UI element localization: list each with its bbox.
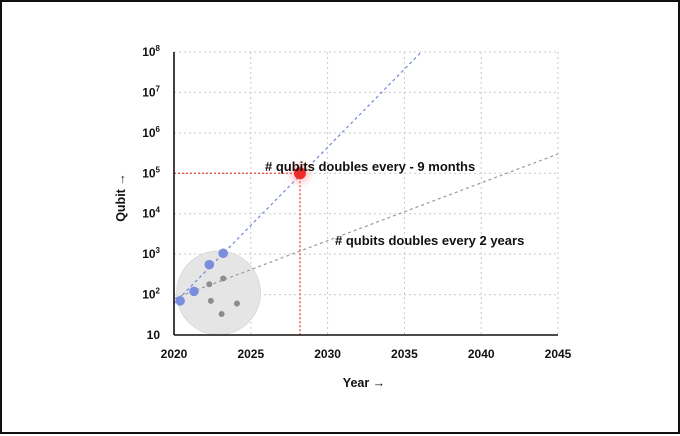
gray-data-point	[218, 311, 225, 318]
early-systems-cluster-region	[176, 250, 261, 336]
annotation-9-months: # qubits doubles every - 9 months	[265, 159, 475, 174]
x-tick-label: 2025	[237, 347, 264, 361]
gray-data-point	[206, 281, 213, 288]
y-tick-label: 10	[147, 328, 161, 342]
y-tick-label: 103	[142, 246, 160, 261]
x-tick-label: 2030	[314, 347, 341, 361]
y-tick-label: 102	[142, 287, 160, 302]
annotation-2-years: # qubits doubles every 2 years	[335, 233, 524, 248]
blue-data-point	[204, 259, 215, 270]
y-tick-label: 104	[142, 206, 160, 221]
x-tick-label: 2040	[468, 347, 495, 361]
gray-data-point	[207, 297, 214, 304]
blue-data-point	[175, 296, 185, 306]
y-tick-label: 105	[142, 165, 160, 180]
gray-data-point	[220, 275, 227, 282]
x-tick-label: 2045	[545, 347, 572, 361]
x-axis-title: Year →	[343, 376, 385, 390]
x-tick-label: 2035	[391, 347, 418, 361]
y-tick-label: 106	[142, 125, 160, 140]
trend-line-2-years	[173, 153, 559, 300]
y-tick-label: 107	[142, 84, 160, 99]
blue-data-point	[189, 286, 199, 297]
x-tick-label: 2020	[161, 347, 188, 361]
highlight-point	[293, 167, 306, 180]
y-tick-label: 108	[142, 44, 160, 59]
gray-data-point	[233, 300, 240, 307]
blue-data-point	[218, 248, 228, 259]
y-axis-title: Qubit →	[114, 173, 128, 222]
